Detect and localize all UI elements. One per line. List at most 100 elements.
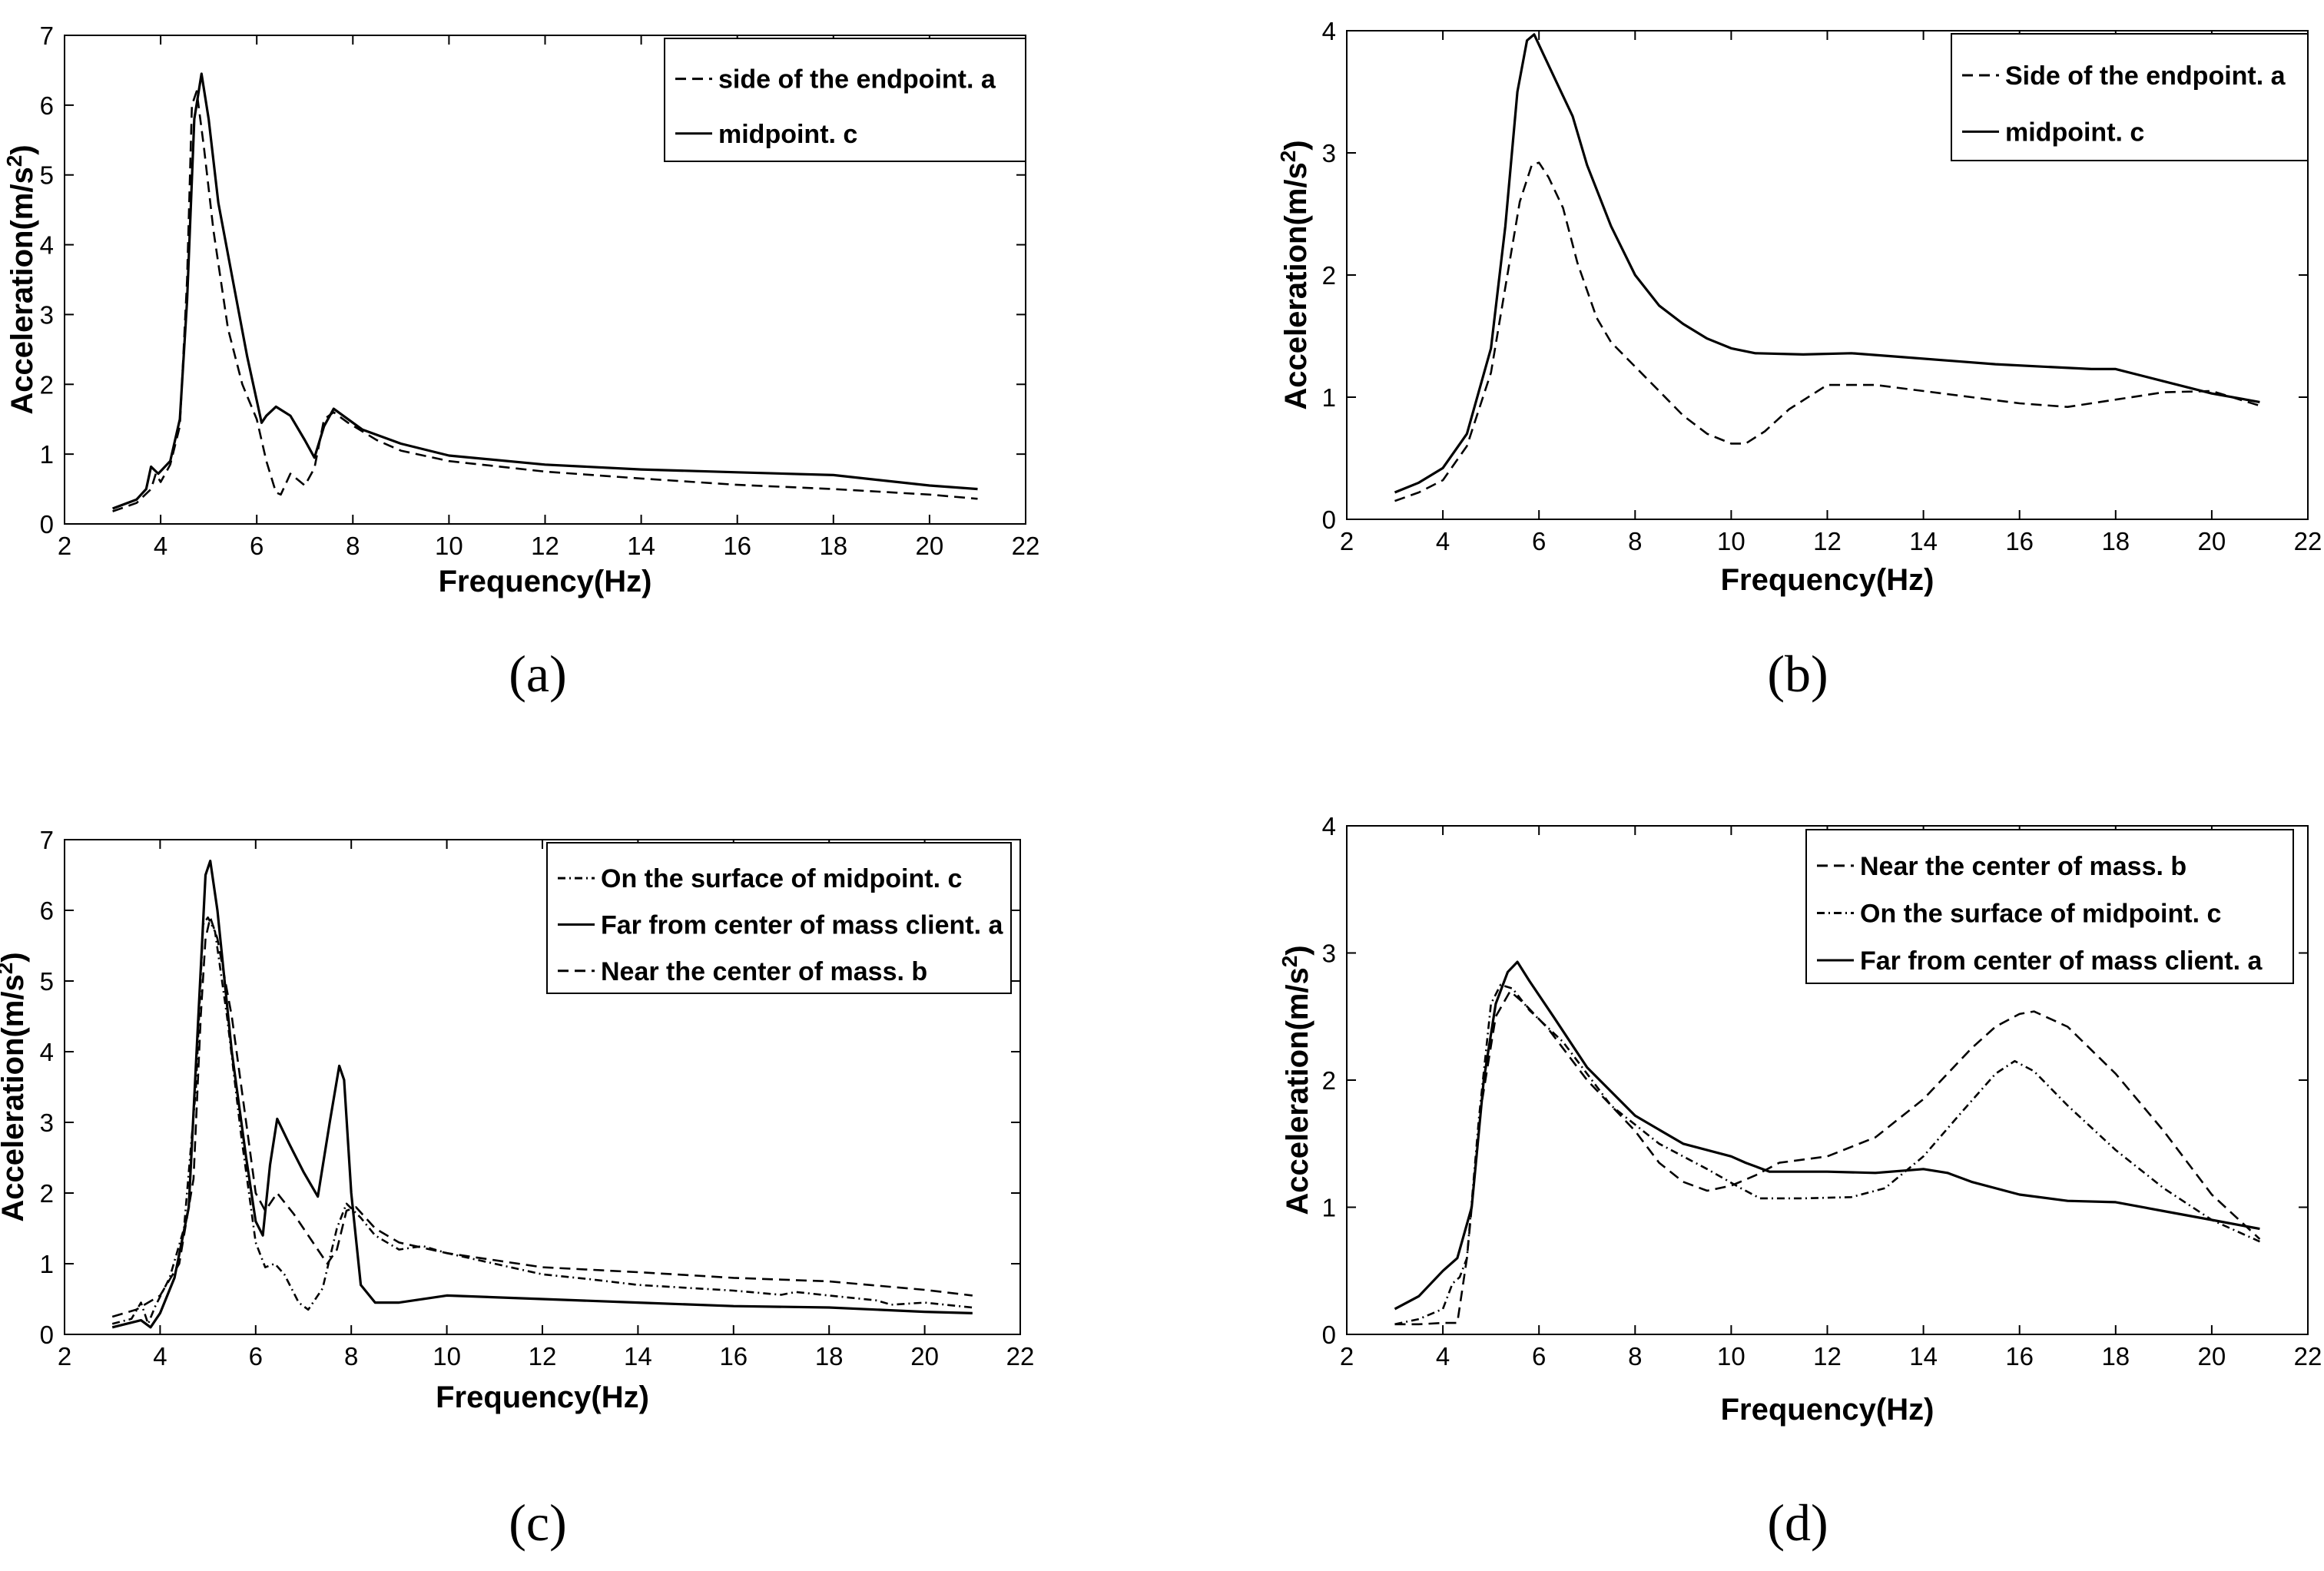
y-tick-label: 5 xyxy=(40,967,54,996)
y-tick-label: 7 xyxy=(40,22,54,50)
x-tick-label: 22 xyxy=(1006,1342,1035,1370)
x-tick-label: 14 xyxy=(627,532,655,560)
x-tick-label: 10 xyxy=(433,1342,461,1370)
series-line-1 xyxy=(1394,161,2260,502)
x-axis-label: Frequency(Hz) xyxy=(436,1380,649,1414)
x-tick-label: 22 xyxy=(1012,532,1040,560)
y-tick-label: 0 xyxy=(1322,505,1336,534)
y-axis-label-end: ) xyxy=(1279,140,1313,150)
y-axis-label-base: Acceleration(m/s xyxy=(5,167,39,414)
x-tick-label: 20 xyxy=(2198,527,2226,555)
y-tick-label: 4 xyxy=(1322,812,1336,840)
chart-panel-1: 2 4 6 8 10 12 14 16 18 20 2201234567Frequency(Hz)A… xyxy=(2,22,1039,703)
y-tick-label: 2 xyxy=(40,1179,54,1208)
y-tick-label: 6 xyxy=(40,91,54,120)
x-tick-label: 6 xyxy=(1532,527,1546,555)
y-tick-label: 6 xyxy=(40,897,54,925)
legend: Side of the endpoint. a midpoint. c xyxy=(1951,33,2309,161)
y-axis-label-base: Acceleration(m/s xyxy=(1281,967,1315,1215)
x-tick-label: 2 xyxy=(1340,1342,1354,1370)
x-tick-label: 18 xyxy=(815,1342,844,1370)
x-tick-label: 8 xyxy=(1628,1342,1642,1370)
y-axis-label-end: ) xyxy=(5,144,39,154)
x-tick-label: 10 xyxy=(1717,1342,1745,1370)
legend-box xyxy=(664,38,1026,162)
x-tick-label: 2 xyxy=(58,1342,71,1370)
y-tick-label: 0 xyxy=(40,1321,54,1349)
y-axis-label-end: ) xyxy=(1281,945,1315,955)
panel-label: (b) xyxy=(1767,645,1828,703)
legend-entry: Side of the endpoint. a xyxy=(2005,61,2286,91)
y-tick-label: 3 xyxy=(1322,139,1336,167)
x-tick-label: 12 xyxy=(531,532,559,560)
x-tick-label: 20 xyxy=(910,1342,939,1370)
x-axis-label: Frequency(Hz) xyxy=(439,565,652,598)
y-tick-label: 0 xyxy=(1322,1321,1336,1349)
x-tick-label: 16 xyxy=(723,532,751,560)
y-axis-label-superscript: 2 xyxy=(1276,151,1300,163)
y-tick-label: 2 xyxy=(40,370,54,399)
y-tick-label: 1 xyxy=(40,440,54,469)
y-tick-label: 1 xyxy=(1322,383,1336,412)
x-tick-label: 12 xyxy=(529,1342,557,1370)
y-tick-label: 2 xyxy=(1322,1066,1336,1095)
y-tick-label: 3 xyxy=(40,300,54,329)
y-tick-label: 1 xyxy=(40,1250,54,1278)
x-tick-label: 22 xyxy=(2294,1342,2322,1370)
series-line-3 xyxy=(1394,960,2260,1311)
legend-entry: side of the endpoint. a xyxy=(718,65,996,94)
y-axis-label-superscript: 2 xyxy=(2,155,26,167)
series-line-2 xyxy=(112,72,978,510)
legend-entry: midpoint. c xyxy=(718,120,857,149)
x-axis-label: Frequency(Hz) xyxy=(1721,1393,1934,1427)
y-tick-label: 3 xyxy=(40,1109,54,1137)
y-axis-label-base: Acceleration(m/s xyxy=(0,974,30,1221)
chart-panel-3: 2 4 6 8 10 12 14 16 18 20 2201234567Frequency(Hz)A… xyxy=(0,826,1034,1552)
x-tick-label: 6 xyxy=(1532,1342,1546,1370)
x-tick-label: 8 xyxy=(344,1342,358,1370)
x-tick-label: 14 xyxy=(624,1342,652,1370)
x-tick-label: 18 xyxy=(819,532,847,560)
y-axis-label: Acceleration(m/s2) xyxy=(0,952,30,1221)
y-tick-label: 0 xyxy=(40,510,54,539)
x-tick-label: 16 xyxy=(2005,527,2034,555)
x-tick-label: 8 xyxy=(1628,527,1642,555)
y-tick-label: 7 xyxy=(40,826,54,854)
y-tick-label: 1 xyxy=(1322,1194,1336,1222)
series-line-2 xyxy=(111,860,973,1329)
legend-entry: On the surface of midpoint. c xyxy=(1860,899,2221,928)
x-tick-label: 20 xyxy=(2198,1342,2226,1370)
panel-label: (a) xyxy=(509,645,566,703)
x-tick-label: 16 xyxy=(2005,1342,2034,1370)
series-line-2 xyxy=(1394,33,2260,494)
series-line-2 xyxy=(1394,983,2260,1326)
legend-box xyxy=(546,842,1012,994)
y-tick-label: 5 xyxy=(40,161,54,190)
legend-box xyxy=(1951,33,2309,161)
legend-entry: Near the center of mass. b xyxy=(1860,852,2186,881)
x-tick-label: 12 xyxy=(1813,1342,1842,1370)
chart-panel-2: 2 4 6 8 10 12 14 16 18 20 2201234Frequency(Hz)Acce… xyxy=(1276,17,2322,703)
x-axis-label: Frequency(Hz) xyxy=(1721,563,1934,597)
x-tick-label: 18 xyxy=(2101,527,2130,555)
x-tick-label: 6 xyxy=(249,1342,263,1370)
y-axis-label-end: ) xyxy=(0,952,30,962)
y-tick-label: 3 xyxy=(1322,940,1336,968)
y-axis-label-base: Acceleration(m/s xyxy=(1279,162,1313,409)
panel-label: (c) xyxy=(509,1493,566,1552)
legend-entry: Far from center of mass client. a xyxy=(601,910,1003,940)
x-tick-label: 4 xyxy=(1436,527,1450,555)
series-line-3 xyxy=(111,916,973,1318)
legend: Near the center of mass. b On the surface… xyxy=(1805,829,2294,984)
y-tick-label: 2 xyxy=(1322,261,1336,290)
chart-panel-4: 2 4 6 8 10 12 14 16 18 20 2201234Frequency(Hz)Acce… xyxy=(1278,812,2322,1552)
x-tick-label: 14 xyxy=(1909,1342,1938,1370)
y-tick-label: 4 xyxy=(40,1038,54,1066)
x-tick-label: 22 xyxy=(2294,527,2322,555)
y-axis-label: Acceleration(m/s2) xyxy=(1276,140,1313,409)
x-tick-label: 20 xyxy=(916,532,944,560)
x-tick-label: 4 xyxy=(154,532,167,560)
y-axis-label-superscript: 2 xyxy=(1278,956,1301,968)
x-tick-label: 6 xyxy=(250,532,264,560)
